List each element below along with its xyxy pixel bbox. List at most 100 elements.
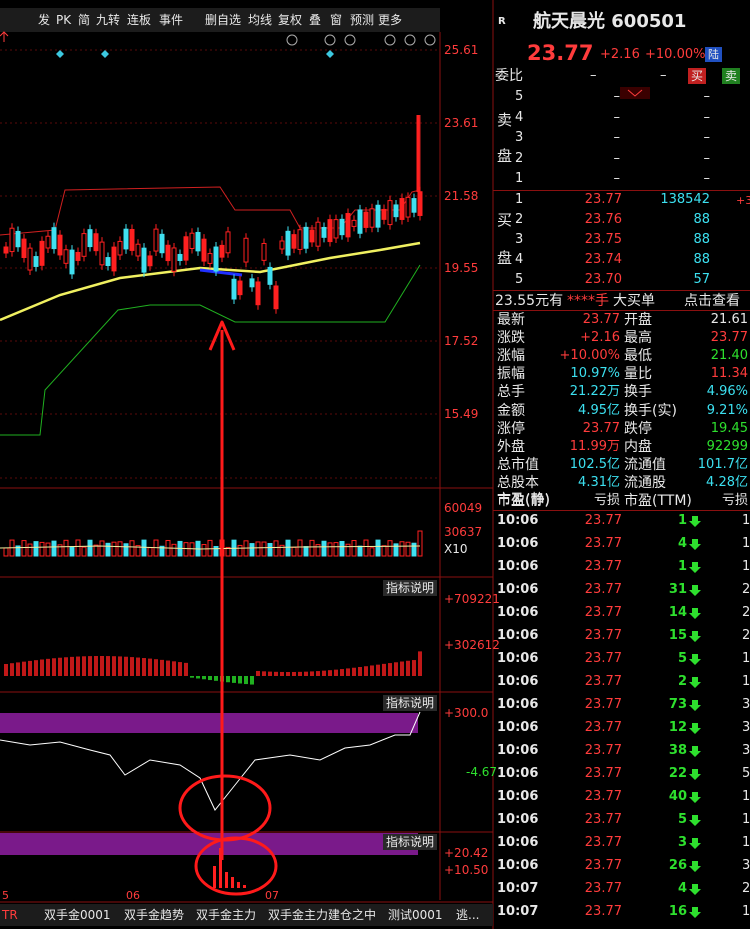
band-top bbox=[0, 713, 418, 733]
price-axis-label: 17.52 bbox=[444, 334, 479, 348]
candle bbox=[201, 238, 207, 262]
label: 1 bbox=[515, 192, 524, 207]
label[interactable]: 点击查看 bbox=[684, 293, 740, 309]
collapse[interactable] bbox=[620, 87, 650, 99]
macd-bar bbox=[46, 658, 50, 676]
volume-bar bbox=[357, 545, 363, 557]
tab[interactable]: 双手金趋势 bbox=[124, 908, 185, 922]
macd-bar bbox=[100, 656, 104, 676]
label: 31 bbox=[668, 582, 687, 597]
toolbar-item[interactable]: 九转 bbox=[96, 13, 121, 27]
label: 4 bbox=[677, 536, 687, 551]
candle bbox=[327, 219, 333, 243]
macd-bar bbox=[304, 671, 308, 676]
volume-bar bbox=[363, 539, 369, 557]
candle bbox=[285, 230, 291, 256]
volume-bar bbox=[297, 539, 303, 557]
label: 2 bbox=[515, 212, 524, 227]
label: 3 bbox=[515, 130, 524, 145]
label: 88 bbox=[693, 212, 710, 227]
buy-button[interactable]: 买 bbox=[688, 68, 707, 84]
candle bbox=[363, 211, 369, 228]
down-arrow bbox=[689, 815, 701, 826]
toolbar-item[interactable]: 叠 bbox=[309, 13, 322, 27]
toolbar-item[interactable]: 更多 bbox=[378, 13, 403, 27]
markers bbox=[56, 50, 334, 58]
down-arrow bbox=[689, 562, 701, 573]
down-arrow bbox=[689, 838, 701, 849]
candle bbox=[333, 219, 339, 239]
toolbar-item[interactable]: 发 bbox=[38, 13, 51, 27]
volume-bar bbox=[63, 539, 69, 557]
down-arrow bbox=[689, 608, 701, 619]
toolbar-item[interactable]: 复权 bbox=[278, 13, 303, 27]
label: R bbox=[498, 16, 506, 27]
candle bbox=[105, 257, 111, 267]
toolbar-item[interactable]: 窗 bbox=[330, 13, 343, 27]
volume-bar bbox=[309, 539, 315, 557]
volume-bar bbox=[261, 541, 267, 557]
label: 23.77 bbox=[584, 605, 622, 620]
toolbar-item[interactable]: 均线 bbox=[248, 13, 273, 27]
label: 3 bbox=[677, 835, 687, 850]
indicator-button[interactable]: 指标说明 bbox=[383, 695, 438, 711]
label: 92299 bbox=[706, 438, 748, 454]
label: 23.77 bbox=[582, 420, 620, 436]
label: 1 bbox=[742, 513, 750, 528]
volume-bar bbox=[123, 543, 129, 557]
label: 10:06 bbox=[497, 766, 539, 781]
label: 23.77 bbox=[584, 881, 622, 896]
tab[interactable]: 双手金主力 bbox=[196, 908, 257, 922]
tab[interactable]: 测试0001 bbox=[388, 908, 443, 922]
label: 23.77 bbox=[584, 720, 622, 735]
label: 10:06 bbox=[497, 835, 539, 850]
macd-bar bbox=[244, 676, 248, 685]
volume-bar bbox=[339, 540, 345, 557]
volume-bar bbox=[213, 545, 219, 557]
macd-bar bbox=[376, 664, 380, 676]
tab[interactable]: TR bbox=[2, 908, 18, 922]
candle bbox=[123, 228, 129, 250]
toolbar-item[interactable]: 预测 bbox=[350, 13, 375, 27]
toolbar-item[interactable]: 删自选 bbox=[205, 13, 242, 27]
indicator-button[interactable]: 指标说明 bbox=[383, 580, 438, 596]
volume-bar bbox=[345, 543, 351, 557]
candle bbox=[237, 280, 243, 296]
label: 10:06 bbox=[497, 628, 539, 643]
candle bbox=[93, 233, 99, 252]
label: 3 bbox=[742, 743, 750, 758]
macd-bar bbox=[16, 662, 20, 676]
label: 涨跌 bbox=[497, 330, 525, 347]
label: 10:06 bbox=[497, 605, 539, 620]
change: +2.16 bbox=[600, 46, 640, 62]
tab[interactable]: 逃... bbox=[456, 908, 480, 922]
toolbar-item[interactable]: 事件 bbox=[159, 13, 184, 27]
tab[interactable]: 双手金主力建仓之中 bbox=[268, 908, 377, 922]
candle bbox=[243, 237, 249, 263]
toolbar-item[interactable]: PK bbox=[56, 13, 72, 27]
label: 10.97% bbox=[570, 366, 620, 382]
candle bbox=[159, 233, 165, 254]
volume-bar bbox=[75, 539, 81, 557]
volume-bar bbox=[69, 546, 75, 557]
upper-band bbox=[0, 115, 421, 236]
toolbar-item[interactable]: 连板 bbox=[127, 13, 152, 27]
volume-bar bbox=[189, 542, 195, 557]
label: 涨停 bbox=[497, 420, 525, 437]
candle bbox=[147, 255, 153, 267]
macd-bar bbox=[196, 676, 200, 679]
indicator-button[interactable]: 指标说明 bbox=[383, 834, 438, 850]
candle bbox=[207, 253, 213, 264]
macd-bar bbox=[112, 656, 116, 676]
label: 23.77 bbox=[584, 835, 622, 850]
sell-button[interactable]: 卖 bbox=[722, 68, 741, 84]
candle bbox=[39, 240, 45, 266]
macd-bar bbox=[118, 656, 122, 676]
volume-bar bbox=[39, 541, 45, 557]
label: 2 bbox=[677, 674, 687, 689]
label: 23.77 bbox=[584, 697, 622, 712]
toolbar-item[interactable]: 简 bbox=[78, 13, 91, 27]
down-arrow bbox=[689, 746, 701, 757]
label: 盘 bbox=[497, 146, 513, 165]
tab[interactable]: 双手金0001 bbox=[44, 908, 111, 922]
